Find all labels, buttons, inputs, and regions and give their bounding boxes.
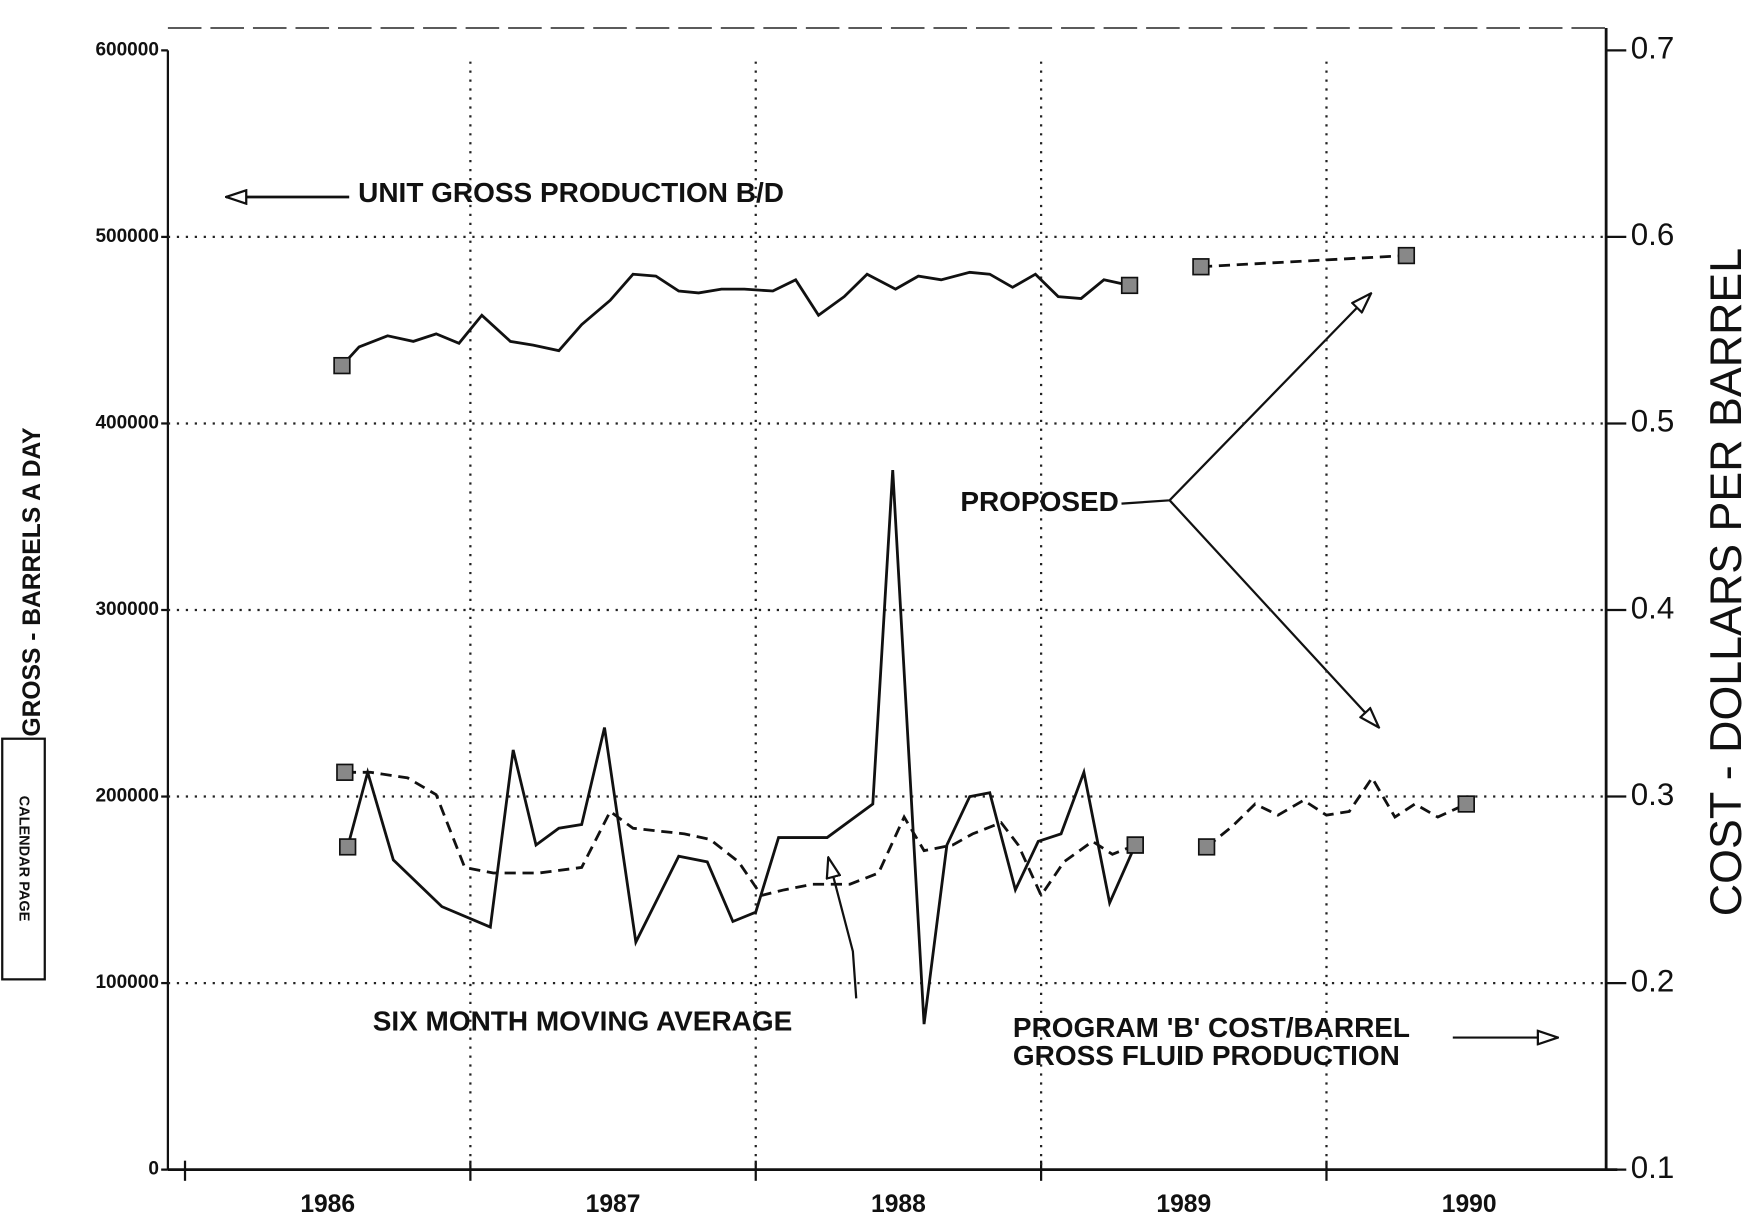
- x-tick-label: 1987: [586, 1191, 641, 1218]
- y2-tick-label: 0.1: [1631, 1150, 1675, 1185]
- point-marker: [1192, 258, 1210, 276]
- side-note: CALENDAR PAGE: [16, 796, 32, 922]
- x-tick-label: 1989: [1156, 1191, 1211, 1218]
- series-line: [346, 470, 1137, 1025]
- y-tick-label: 600000: [95, 39, 158, 60]
- annotation: PROGRAM 'B' COST/BARREL: [1013, 1012, 1410, 1043]
- stamp-box: [1, 737, 46, 981]
- y2-tick-label: 0.2: [1631, 963, 1675, 998]
- point-marker: [333, 356, 351, 375]
- point-marker: [1126, 836, 1144, 854]
- series-line: [344, 770, 1136, 899]
- arrow: [1121, 293, 1371, 505]
- annotation: UNIT GROSS PRODUCTION B/D: [358, 177, 784, 208]
- annotation: PROPOSED: [960, 486, 1119, 517]
- series-line: [340, 270, 1130, 367]
- annotation: GROSS FLUID PRODUCTION: [1013, 1040, 1400, 1071]
- point-marker: [336, 763, 354, 781]
- y2-tick-label: 0.6: [1631, 217, 1675, 252]
- arrow: [828, 857, 858, 999]
- point-marker: [338, 838, 357, 856]
- arrow: [1168, 499, 1379, 727]
- y-tick-label: 0: [148, 1159, 159, 1180]
- x-tick-label: 1986: [300, 1191, 355, 1218]
- y-tick-label: 500000: [95, 226, 158, 247]
- series-line: [1200, 254, 1407, 269]
- point-marker: [1397, 246, 1416, 265]
- y2-axis-label: COST - DOLLARS PER BARREL: [1701, 248, 1751, 916]
- x-tick-label: 1988: [871, 1191, 926, 1218]
- x-tick-label: 1990: [1442, 1191, 1497, 1218]
- y-tick-label: 300000: [95, 599, 158, 620]
- point-marker: [1457, 795, 1475, 813]
- y2-tick-label: 0.7: [1631, 31, 1675, 66]
- y-axis-label: GROSS - BARRELS A DAY: [19, 427, 46, 737]
- point-marker: [1197, 838, 1216, 856]
- y-tick-label: 200000: [95, 786, 158, 807]
- y-tick-label: 100000: [95, 972, 158, 993]
- y2-tick-label: 0.3: [1631, 777, 1675, 812]
- y2-tick-label: 0.5: [1631, 404, 1675, 439]
- y2-tick-label: 0.4: [1631, 590, 1675, 625]
- point-marker: [1120, 276, 1139, 295]
- y-tick-label: 400000: [95, 412, 158, 433]
- series-line: [1205, 775, 1467, 849]
- annotation: SIX MONTH MOVING AVERAGE: [373, 1005, 793, 1036]
